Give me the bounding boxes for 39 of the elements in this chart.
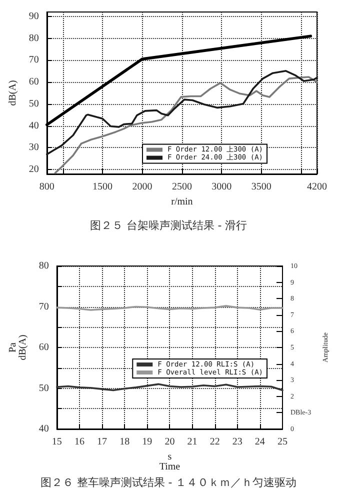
x-tick-label: 16 [74, 436, 84, 448]
x-tick-label: 2000 [132, 182, 152, 192]
x-tick-label: 4200 [307, 182, 327, 192]
x-tick-label: 3000 [212, 182, 232, 192]
x-tick-label: 24 [254, 436, 265, 448]
x-tick-label: 19 [142, 436, 152, 448]
x-tick-label: 3500 [251, 182, 272, 192]
x-axis-title: s Time [159, 451, 181, 472]
x-axis-title: r/min [171, 196, 193, 208]
x-tick-label: 18 [120, 436, 130, 448]
y-axis-title: Pa dB(A) [8, 334, 28, 360]
x-tick-label: 22 [210, 436, 220, 448]
x-tick-label: 2500 [172, 182, 192, 192]
text: 图２５ 台架噪声测试结果 - 滑行 [90, 219, 248, 232]
x-tick-label: 20 [164, 436, 175, 448]
y-tick-label: 90 [28, 10, 39, 22]
y-tick-label: 20 [28, 164, 39, 176]
y-tick-label: 40 [28, 120, 39, 132]
y-tick-label: 70 [28, 54, 39, 66]
x-tick-label: 17 [97, 436, 108, 448]
x-tick-label: 800 [39, 182, 54, 192]
y-tick-label: 30 [28, 142, 39, 154]
y-axis-title: dB(A) [8, 80, 18, 106]
y-tick-label: 60 [38, 342, 49, 353]
y-tick-label: 50 [28, 98, 39, 110]
x-tick-label: 23 [232, 436, 242, 448]
x-tick-label: 25 [277, 436, 288, 448]
y-tick-label: 60 [28, 76, 39, 88]
x-tick-label: 15 [52, 436, 62, 448]
text: 图２６ 整车噪声测试结果 - １４０ｋｍ／ｈ匀速驱动 [40, 476, 297, 489]
line-series [54, 76, 318, 174]
y-tick-label: 50 [38, 382, 49, 394]
x-tick-label: 21 [187, 436, 198, 448]
y-tick-label: 80 [38, 260, 49, 272]
x-tick-label: 1500 [92, 182, 113, 192]
y-tick-label: 40 [38, 424, 49, 434]
y-tick-label: 80 [28, 32, 39, 44]
y-tick-label: 70 [38, 301, 49, 312]
line-series [46, 70, 318, 156]
